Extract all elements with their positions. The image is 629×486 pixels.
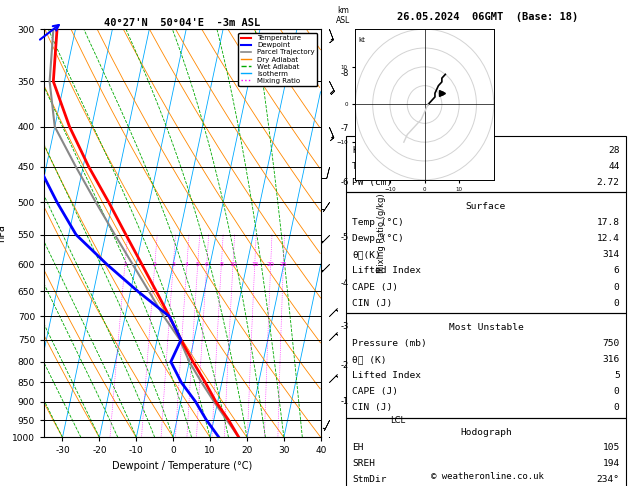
Text: kt: kt bbox=[359, 37, 365, 43]
Text: 2.72: 2.72 bbox=[596, 177, 620, 187]
Text: -8: -8 bbox=[340, 69, 348, 78]
Text: 234°: 234° bbox=[596, 475, 620, 484]
Text: 0: 0 bbox=[614, 403, 620, 413]
Text: Lifted Index: Lifted Index bbox=[352, 371, 421, 381]
X-axis label: Dewpoint / Temperature (°C): Dewpoint / Temperature (°C) bbox=[113, 461, 252, 471]
Bar bbox=[346, 418, 626, 486]
Text: Temp (°C): Temp (°C) bbox=[352, 218, 404, 227]
Text: -6: -6 bbox=[340, 178, 348, 187]
Text: -7: -7 bbox=[340, 124, 348, 133]
Text: 194: 194 bbox=[603, 459, 620, 469]
Text: PW (cm): PW (cm) bbox=[352, 177, 392, 187]
Text: SREH: SREH bbox=[352, 459, 376, 469]
Text: Dewp (°C): Dewp (°C) bbox=[352, 234, 404, 243]
Text: Hodograph: Hodograph bbox=[460, 428, 512, 436]
Text: 314: 314 bbox=[603, 250, 620, 260]
Text: CAPE (J): CAPE (J) bbox=[352, 387, 398, 397]
Text: CIN (J): CIN (J) bbox=[352, 403, 392, 413]
Text: 12.4: 12.4 bbox=[596, 234, 620, 243]
Text: -3: -3 bbox=[340, 322, 348, 330]
Text: -4: -4 bbox=[340, 279, 348, 288]
Bar bbox=[346, 313, 626, 418]
Text: CAPE (J): CAPE (J) bbox=[352, 283, 398, 292]
Text: 0: 0 bbox=[614, 387, 620, 397]
Text: 6: 6 bbox=[205, 261, 209, 267]
Text: 750: 750 bbox=[603, 339, 620, 348]
Text: Surface: Surface bbox=[466, 202, 506, 211]
Legend: Temperature, Dewpoint, Parcel Trajectory, Dry Adiabat, Wet Adiabat, Isotherm, Mi: Temperature, Dewpoint, Parcel Trajectory… bbox=[238, 33, 317, 87]
Text: 28: 28 bbox=[608, 146, 620, 155]
Text: 17.8: 17.8 bbox=[596, 218, 620, 227]
Text: Mixing Ratio (g/kg): Mixing Ratio (g/kg) bbox=[377, 193, 386, 273]
Text: -2: -2 bbox=[340, 362, 348, 370]
Text: 5: 5 bbox=[196, 261, 199, 267]
Text: 26.05.2024  06GMT  (Base: 18): 26.05.2024 06GMT (Base: 18) bbox=[397, 12, 578, 22]
Text: 25: 25 bbox=[279, 261, 287, 267]
Text: θᴇ (K): θᴇ (K) bbox=[352, 355, 387, 364]
Text: 4: 4 bbox=[185, 261, 189, 267]
Text: StmDir: StmDir bbox=[352, 475, 387, 484]
Text: EH: EH bbox=[352, 443, 364, 452]
Text: -5: -5 bbox=[340, 233, 348, 242]
Text: 316: 316 bbox=[603, 355, 620, 364]
Text: 8: 8 bbox=[220, 261, 223, 267]
Text: 10: 10 bbox=[229, 261, 237, 267]
Text: Totals Totals: Totals Totals bbox=[352, 162, 427, 171]
Bar bbox=[346, 192, 626, 313]
Y-axis label: hPa: hPa bbox=[0, 225, 6, 242]
Text: 20: 20 bbox=[267, 261, 275, 267]
Text: K: K bbox=[352, 146, 358, 155]
Text: 1: 1 bbox=[123, 261, 127, 267]
Text: Most Unstable: Most Unstable bbox=[448, 323, 523, 332]
Text: -1: -1 bbox=[340, 397, 348, 406]
Bar bbox=[346, 136, 626, 192]
Text: © weatheronline.co.uk: © weatheronline.co.uk bbox=[431, 472, 544, 481]
Text: Pressure (mb): Pressure (mb) bbox=[352, 339, 427, 348]
Text: 15: 15 bbox=[251, 261, 259, 267]
Text: km
ASL: km ASL bbox=[336, 6, 350, 25]
Text: Lifted Index: Lifted Index bbox=[352, 266, 421, 276]
Text: 0: 0 bbox=[614, 283, 620, 292]
Text: 2: 2 bbox=[153, 261, 157, 267]
Text: θᴇ(K): θᴇ(K) bbox=[352, 250, 381, 260]
Text: 5: 5 bbox=[614, 371, 620, 381]
Title: 40°27'N  50°04'E  -3m ASL: 40°27'N 50°04'E -3m ASL bbox=[104, 18, 260, 28]
Text: 6: 6 bbox=[614, 266, 620, 276]
Text: 3: 3 bbox=[171, 261, 175, 267]
Text: 105: 105 bbox=[603, 443, 620, 452]
Text: CIN (J): CIN (J) bbox=[352, 299, 392, 308]
Text: 0: 0 bbox=[614, 299, 620, 308]
Text: 44: 44 bbox=[608, 162, 620, 171]
Text: LCL: LCL bbox=[390, 416, 405, 425]
